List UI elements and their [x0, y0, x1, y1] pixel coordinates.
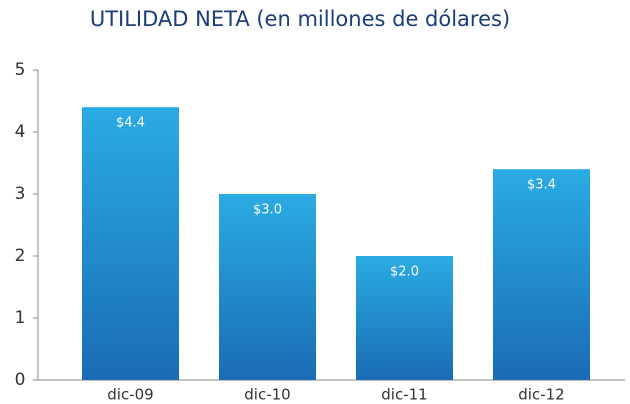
bar	[493, 169, 590, 380]
y-tick-label: 2	[15, 246, 26, 266]
y-tick-label: 0	[15, 370, 26, 390]
y-tick-label: 3	[15, 184, 26, 204]
x-tick-label: dic-10	[244, 386, 290, 404]
value-label: $3.0	[253, 203, 282, 218]
y-tick-label: 5	[15, 60, 26, 80]
bar	[356, 256, 453, 380]
y-tick-label: 1	[15, 308, 26, 328]
value-label: $2.0	[390, 265, 419, 280]
x-tick-label: dic-09	[107, 386, 153, 404]
y-tick-label: 4	[15, 122, 26, 142]
bar	[82, 107, 179, 380]
x-tick-label: dic-12	[518, 386, 564, 404]
value-label: $4.4	[116, 116, 145, 131]
x-tick-label: dic-11	[381, 386, 427, 404]
value-label: $3.4	[527, 178, 556, 193]
bar	[219, 194, 316, 380]
chart-title: UTILIDAD NETA (en millones de dólares)	[90, 7, 510, 31]
